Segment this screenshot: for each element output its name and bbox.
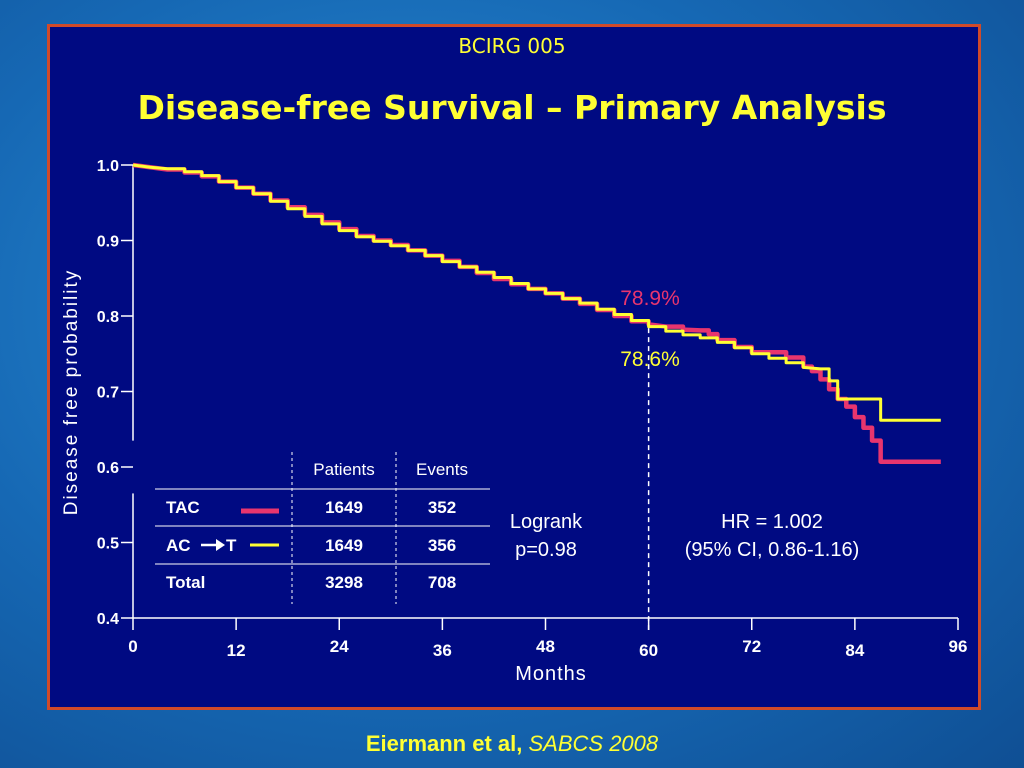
confidence-interval: (95% CI, 0.86-1.16)	[685, 539, 860, 561]
summary-table: Patients Events TAC 1649 352 AC T 1649 3…	[155, 452, 490, 604]
logrank-pvalue: p=0.98	[515, 539, 577, 561]
study-name: BCIRG 005	[458, 34, 566, 58]
table-cell: 356	[428, 536, 456, 555]
y-tick-label: 0.6	[97, 460, 119, 477]
act-value-label: 78.6%	[620, 348, 680, 371]
x-tick-label: 12	[227, 641, 246, 660]
logrank-label: Logrank	[510, 511, 583, 533]
x-tick-label: 60	[639, 641, 658, 660]
x-tick-label: 48	[536, 637, 555, 656]
arrow-icon	[201, 539, 225, 551]
y-axis-label: Disease free probability	[61, 269, 82, 516]
x-tick-label: 36	[433, 641, 452, 660]
y-tick-label: 0.7	[97, 385, 119, 402]
y-tick-label: 0.5	[97, 536, 119, 553]
y-tick-label: 0.9	[97, 234, 119, 251]
hazard-ratio: HR = 1.002	[721, 511, 823, 533]
y-tick-label: 1.0	[97, 158, 119, 175]
axes: 0.4 0.5 0.6 0.7 0.8 0.9 1.0 0 12 24 36 48 60 72 84 96	[97, 158, 968, 660]
table-row-label: AC	[166, 536, 191, 555]
table-cell: 1649	[325, 536, 363, 555]
tac-value-label: 78.9%	[620, 287, 680, 310]
y-tick-label: 0.4	[97, 611, 119, 628]
x-tick-label: 72	[742, 637, 761, 656]
x-axis-label: Months	[515, 663, 587, 685]
table-row-label: Total	[166, 573, 205, 592]
chart-panel	[47, 24, 981, 710]
table-row-label: T	[226, 536, 237, 555]
table-row-label: TAC	[166, 498, 200, 517]
table-cell: 708	[428, 573, 456, 592]
y-tick-label: 0.8	[97, 309, 119, 326]
citation: Eiermann et al, SABCS 2008	[0, 731, 1024, 757]
tac-survival-curve	[132, 162, 941, 464]
table-header-events: Events	[416, 460, 468, 479]
series-layer	[132, 162, 941, 464]
x-tick-label: 24	[330, 637, 349, 656]
x-tick-label: 96	[949, 637, 968, 656]
x-tick-label: 0	[128, 637, 137, 656]
table-cell: 3298	[325, 573, 363, 592]
table-cell: 352	[428, 498, 456, 517]
table-cell: 1649	[325, 498, 363, 517]
citation-authors: Eiermann et al,	[365, 731, 523, 756]
table-header-patients: Patients	[313, 460, 374, 479]
x-tick-label: 84	[845, 641, 864, 660]
citation-source: SABCS 2008	[528, 731, 659, 756]
chart-title: Disease-free Survival – Primary Analysis	[137, 88, 887, 127]
act-survival-curve	[132, 163, 941, 422]
